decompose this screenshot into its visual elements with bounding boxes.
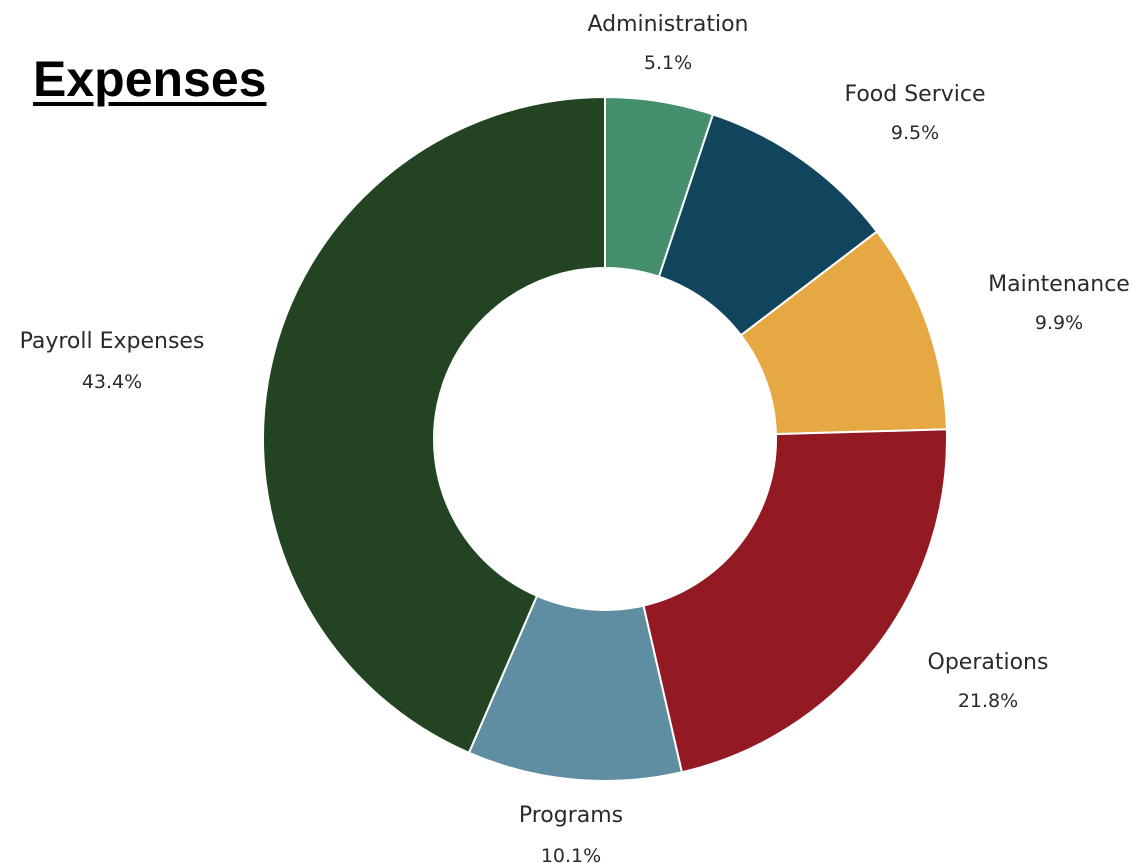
slice-label-programs: Programs	[519, 803, 623, 828]
slice-payroll-expenses	[262, 95, 606, 755]
slice-label-administration: Administration	[588, 12, 749, 37]
slice-value-programs: 10.1%	[541, 845, 601, 863]
slice-value-administration: 5.1%	[644, 52, 692, 74]
slice-operations	[642, 428, 948, 774]
chart-title: Expenses	[33, 51, 267, 107]
slice-value-maintenance: 9.9%	[1035, 312, 1083, 334]
slice-labels: Administration 5.1% Food Service 9.5% Mainte…	[20, 12, 1130, 863]
slice-label-operations: Operations	[928, 650, 1049, 675]
slice-value-operations: 21.8%	[958, 690, 1018, 712]
donut-slices	[262, 95, 948, 782]
slice-value-payroll-expenses: 43.4%	[82, 371, 142, 393]
slice-value-food-service: 9.5%	[891, 122, 939, 144]
slice-label-payroll-expenses: Payroll Expenses	[20, 329, 205, 354]
slice-label-maintenance: Maintenance	[988, 272, 1130, 297]
slice-label-food-service: Food Service	[844, 82, 985, 107]
slice-programs	[467, 594, 684, 782]
